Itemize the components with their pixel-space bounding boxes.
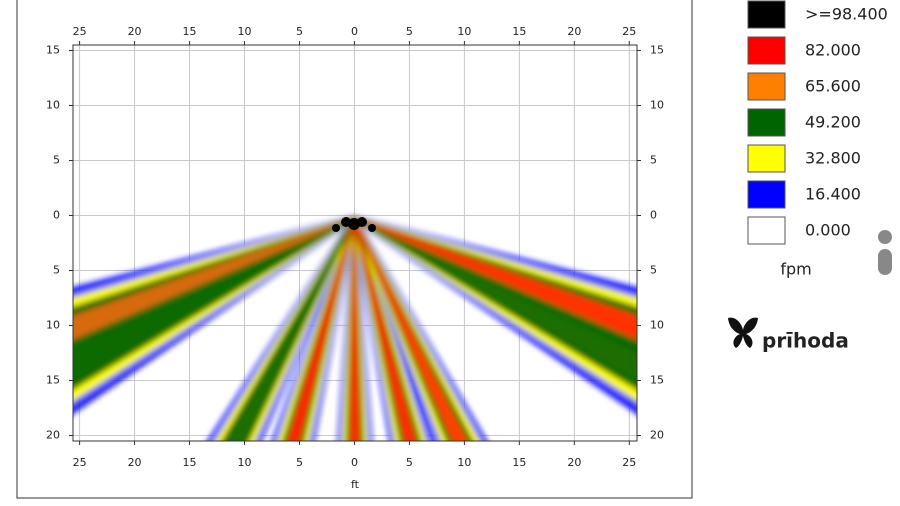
y-tick-label: 5 — [650, 264, 657, 277]
y-tick-label: 5 — [53, 264, 60, 277]
jet-band — [349, 217, 360, 441]
jet-band — [353, 217, 637, 340]
logo-text: prīhoda — [762, 329, 849, 353]
x-tick-label: 25 — [73, 25, 87, 38]
x-tick-label: 5 — [296, 25, 303, 38]
x-tick-label: 25 — [622, 25, 636, 38]
legend-swatch — [747, 144, 786, 173]
y-tick-label: 0 — [650, 209, 657, 222]
y-tick-label: 15 — [46, 44, 60, 57]
x-tick-label: 15 — [183, 25, 197, 38]
y-tick-label: 15 — [650, 374, 664, 387]
legend-label: 32.800 — [805, 149, 861, 168]
legend-unit: fpm — [780, 260, 811, 279]
y-tick-label: 15 — [650, 44, 664, 57]
y-tick-label: 20 — [650, 429, 664, 442]
logo: prīhoda — [728, 317, 849, 353]
legend-swatch — [747, 72, 786, 101]
jet-band — [353, 216, 637, 391]
x-tick-label: 0 — [351, 456, 358, 469]
jet-band — [287, 217, 355, 441]
legend-label: 65.600 — [805, 77, 861, 96]
y-tick-label: 0 — [53, 209, 60, 222]
x-tick-label: 15 — [183, 456, 197, 469]
legend-label: 0.000 — [805, 221, 851, 240]
legend-label: >=98.400 — [805, 5, 888, 24]
home-button[interactable] — [878, 230, 892, 244]
airflow-jets — [73, 215, 637, 441]
legend-label: 49.200 — [805, 113, 861, 132]
x-tick-label: 10 — [238, 456, 252, 469]
x-tick-label: 25 — [73, 456, 87, 469]
jet-band — [353, 217, 417, 441]
x-axis-label: ft — [351, 478, 360, 491]
x-tick-label: 10 — [238, 25, 252, 38]
zoom-controls[interactable] — [878, 230, 892, 275]
jet-group — [73, 215, 637, 441]
zoom-button[interactable] — [878, 249, 892, 275]
x-tick-label: 15 — [512, 456, 526, 469]
x-tick-label: 25 — [622, 456, 636, 469]
y-tick-label: 10 — [650, 99, 664, 112]
legend-swatch — [747, 0, 786, 29]
y-tick-label: 10 — [46, 319, 60, 332]
jet-band — [73, 217, 355, 380]
jet-band — [73, 217, 355, 340]
x-tick-label: 10 — [457, 25, 471, 38]
x-tick-label: 10 — [457, 456, 471, 469]
y-tick-label: 5 — [53, 154, 60, 167]
x-tick-label: 20 — [567, 456, 581, 469]
jet-band — [227, 217, 355, 441]
x-tick-label: 0 — [351, 25, 358, 38]
jet-band — [73, 216, 355, 390]
plot-border — [72, 44, 638, 442]
y-tick-label: 15 — [46, 374, 60, 387]
jet-band — [73, 215, 356, 415]
x-tick-label: 20 — [128, 456, 142, 469]
jet-band — [352, 215, 637, 415]
y-tick-label: 20 — [46, 429, 60, 442]
legend-swatch — [747, 216, 786, 245]
legend-label: 16.400 — [805, 185, 861, 204]
x-tick-label: 5 — [406, 456, 413, 469]
jet-band — [352, 217, 474, 441]
jet-band — [353, 217, 468, 441]
y-tick-label: 5 — [650, 154, 657, 167]
y-tick-label: 10 — [650, 319, 664, 332]
x-tick-label: 20 — [128, 25, 142, 38]
jet-band — [221, 217, 356, 441]
jet-band — [353, 217, 637, 380]
legend-label: 82.000 — [805, 41, 861, 60]
outlet — [332, 217, 376, 232]
legend-swatch — [747, 36, 786, 65]
x-tick-label: 5 — [296, 456, 303, 469]
y-tick-label: 10 — [46, 99, 60, 112]
x-tick-label: 5 — [406, 25, 413, 38]
jet-band — [352, 216, 637, 401]
x-tick-label: 15 — [512, 25, 526, 38]
x-tick-label: 20 — [567, 25, 581, 38]
legend-swatch — [747, 108, 786, 137]
legend-swatch — [747, 180, 786, 209]
jet-band — [73, 216, 356, 401]
